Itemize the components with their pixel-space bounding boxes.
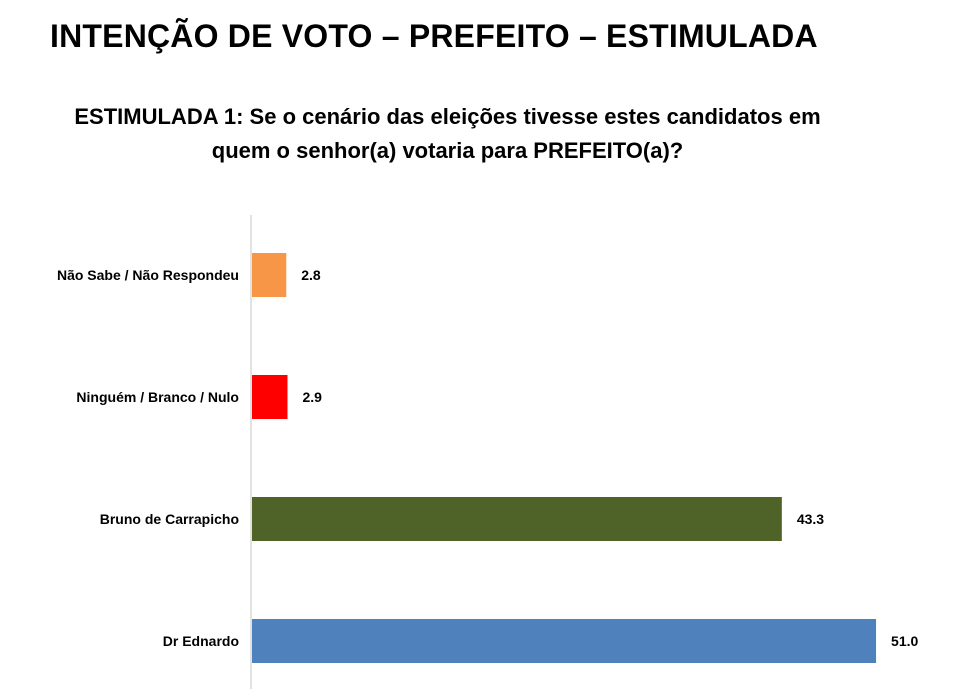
question-line-2: quem o senhor(a) votaria para PREFEITO(a… bbox=[211, 138, 684, 163]
category-label-3: Dr Ednardo bbox=[163, 633, 239, 649]
bar-0 bbox=[252, 253, 287, 297]
category-label-2: Bruno de Carrapicho bbox=[100, 511, 239, 527]
bar-1 bbox=[252, 375, 288, 419]
bars-group: Não Sabe / Não Respondeu 2.8 Ninguém / Bra… bbox=[57, 253, 919, 663]
page-title: INTENÇÃO DE VOTO – PREFEITO – ESTIMULADA bbox=[50, 18, 818, 54]
question-subtitle: ESTIMULADA 1: Se o cenário das eleições … bbox=[0, 100, 895, 168]
value-label-3: 51.0 bbox=[891, 633, 918, 649]
value-label-0: 2.8 bbox=[301, 267, 321, 283]
question-line-1: ESTIMULADA 1: Se o cenário das eleições … bbox=[74, 104, 821, 129]
bar-3 bbox=[252, 619, 877, 663]
value-label-2: 43.3 bbox=[797, 511, 824, 527]
bar-2 bbox=[252, 497, 782, 541]
category-label-1: Ninguém / Branco / Nulo bbox=[76, 389, 239, 405]
value-label-1: 2.9 bbox=[302, 389, 322, 405]
category-label-0: Não Sabe / Não Respondeu bbox=[57, 267, 239, 283]
